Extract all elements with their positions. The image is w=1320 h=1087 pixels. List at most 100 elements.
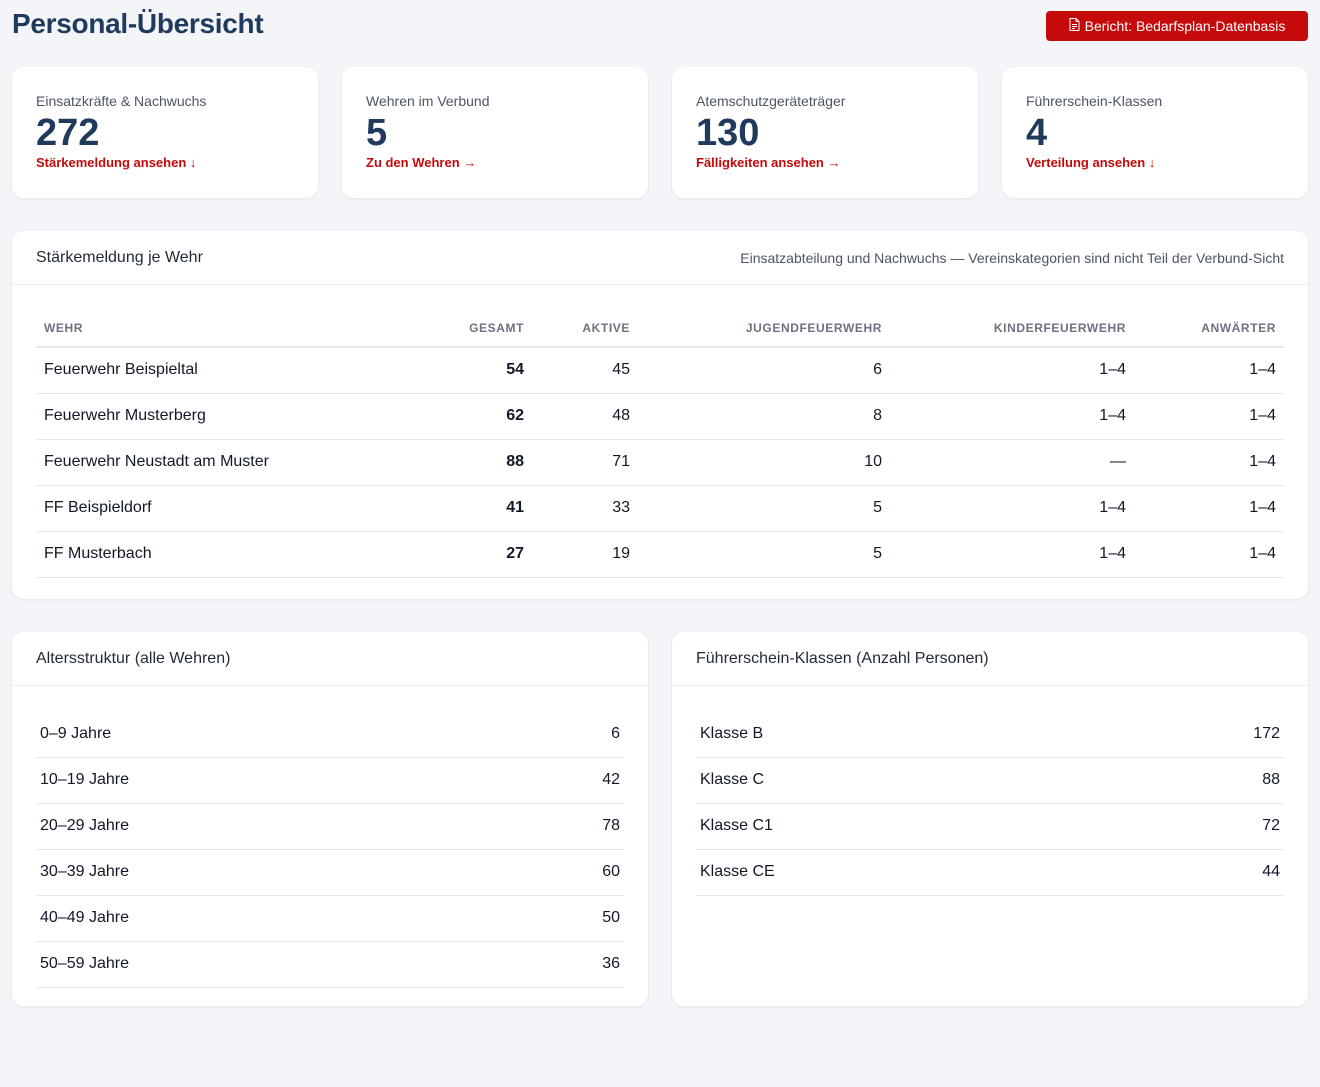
stat-card-personnel: Einsatzkräfte & Nachwuchs 272 Stärkemeld… — [12, 67, 318, 198]
column-header: Anwärter — [1134, 310, 1284, 348]
column-header: Wehr — [36, 310, 416, 348]
stat-label: Führerschein-Klassen — [1026, 93, 1163, 109]
cell-youth: 6 — [638, 347, 890, 394]
age-range: 20–29 Jahre — [36, 803, 501, 850]
license-table: Klasse B 172 Klasse C 88 Klasse C1 72 Kl… — [696, 711, 1284, 896]
strength-table: Wehr Gesamt Aktive Jugendfeuerwehr Kinde… — [36, 310, 1284, 578]
cell-candidates: 1–4 — [1134, 531, 1284, 578]
stat-label: Wehren im Verbund — [366, 93, 490, 109]
table-row: Klasse CE 44 — [696, 849, 1284, 896]
panel-header: Altersstruktur (alle Wehren) — [12, 632, 648, 686]
license-count: 72 — [1110, 803, 1284, 850]
cell-total: 88 — [416, 439, 532, 486]
cell-total: 62 — [416, 393, 532, 440]
table-row: 10–19 Jahre 42 — [36, 757, 624, 804]
stat-link-wehren[interactable]: Zu den Wehren → — [366, 155, 477, 170]
cell-wehr: Feuerwehr Musterberg — [36, 393, 416, 440]
table-row: Klasse B 172 — [696, 711, 1284, 758]
cell-children: 1–4 — [890, 393, 1134, 440]
cell-active: 48 — [532, 393, 638, 440]
stat-link-distribution[interactable]: Verteilung ansehen ↓ — [1026, 155, 1156, 170]
stat-label: Einsatzkräfte & Nachwuchs — [36, 93, 207, 109]
age-panel: Altersstruktur (alle Wehren) 0–9 Jahre 6… — [12, 632, 648, 1006]
cell-total: 54 — [416, 347, 532, 394]
stat-value: 272 — [36, 112, 100, 154]
cell-children: 1–4 — [890, 485, 1134, 532]
panel-title: Führerschein-Klassen (Anzahl Personen) — [696, 649, 989, 667]
age-range: 10–19 Jahre — [36, 757, 501, 804]
table-row: Feuerwehr Beispieltal 54 45 6 1–4 1–4 — [36, 347, 1284, 394]
document-icon — [1069, 18, 1080, 34]
cell-wehr: FF Musterbach — [36, 531, 416, 578]
stat-label: Atemschutzgeräteträger — [696, 93, 846, 109]
cell-children: 1–4 — [890, 347, 1134, 394]
age-count: 60 — [500, 849, 624, 896]
cell-candidates: 1–4 — [1134, 393, 1284, 440]
stat-value: 5 — [366, 112, 388, 154]
cell-total: 41 — [416, 485, 532, 532]
stat-card-licenses: Führerschein-Klassen 4 Verteilung ansehe… — [1002, 67, 1308, 198]
page-title: Personal-Übersicht — [12, 8, 264, 39]
table-header-row: Wehr Gesamt Aktive Jugendfeuerwehr Kinde… — [36, 310, 1284, 348]
age-range: 40–49 Jahre — [36, 895, 501, 942]
column-header: Kinderfeuerwehr — [890, 310, 1134, 348]
age-count: 42 — [500, 757, 624, 804]
stat-value: 130 — [696, 112, 760, 154]
table-row: 40–49 Jahre 50 — [36, 895, 624, 942]
table-row: Feuerwehr Neustadt am Muster 88 71 10 — … — [36, 439, 1284, 486]
stat-card-wehren: Wehren im Verbund 5 Zu den Wehren → — [342, 67, 648, 198]
column-header: Gesamt — [416, 310, 532, 348]
column-header: Jugendfeuerwehr — [638, 310, 890, 348]
stat-link-strength[interactable]: Stärkemeldung ansehen ↓ — [36, 155, 197, 170]
table-row: 30–39 Jahre 60 — [36, 849, 624, 896]
age-count: 50 — [500, 895, 624, 942]
age-count: 6 — [500, 711, 624, 758]
strength-panel: Stärkemeldung je Wehr Einsatzabteilung u… — [12, 231, 1308, 599]
report-button[interactable]: Bericht: Bedarfsplan-Datenbasis — [1046, 11, 1308, 41]
cell-youth: 5 — [638, 485, 890, 532]
table-row: Klasse C1 72 — [696, 803, 1284, 850]
age-count: 36 — [500, 941, 624, 988]
table-row: 20–29 Jahre 78 — [36, 803, 624, 850]
stat-value: 4 — [1026, 112, 1048, 154]
license-count: 172 — [1110, 711, 1284, 758]
cell-wehr: FF Beispieldorf — [36, 485, 416, 532]
table-row: Feuerwehr Musterberg 62 48 8 1–4 1–4 — [36, 393, 1284, 440]
age-table: 0–9 Jahre 6 10–19 Jahre 42 20–29 Jahre 7… — [36, 711, 624, 988]
panel-header: Stärkemeldung je Wehr Einsatzabteilung u… — [12, 231, 1308, 285]
cell-children: — — [890, 439, 1134, 486]
cell-youth: 8 — [638, 393, 890, 440]
license-panel: Führerschein-Klassen (Anzahl Personen) K… — [672, 632, 1308, 1006]
cell-total: 27 — [416, 531, 532, 578]
stat-link-due-dates[interactable]: Fälligkeiten ansehen → — [696, 155, 841, 170]
age-count: 78 — [500, 803, 624, 850]
cell-wehr: Feuerwehr Beispieltal — [36, 347, 416, 394]
license-class: Klasse C1 — [696, 803, 1111, 850]
age-range: 50–59 Jahre — [36, 941, 501, 988]
license-class: Klasse CE — [696, 849, 1111, 896]
license-class: Klasse B — [696, 711, 1111, 758]
age-range: 30–39 Jahre — [36, 849, 501, 896]
cell-candidates: 1–4 — [1134, 485, 1284, 532]
cell-wehr: Feuerwehr Neustadt am Muster — [36, 439, 416, 486]
panel-note: Einsatzabteilung und Nachwuchs — Vereins… — [740, 249, 1284, 266]
table-row: Klasse C 88 — [696, 757, 1284, 804]
table-row: 0–9 Jahre 6 — [36, 711, 624, 758]
cell-youth: 5 — [638, 531, 890, 578]
table-row: 50–59 Jahre 36 — [36, 941, 624, 988]
cell-active: 33 — [532, 485, 638, 532]
panel-title: Altersstruktur (alle Wehren) — [36, 649, 231, 667]
report-button-label: Bericht: Bedarfsplan-Datenbasis — [1084, 18, 1286, 34]
age-range: 0–9 Jahre — [36, 711, 501, 758]
panel-header: Führerschein-Klassen (Anzahl Personen) — [672, 632, 1308, 686]
table-row: FF Beispieldorf 41 33 5 1–4 1–4 — [36, 485, 1284, 532]
column-header: Aktive — [532, 310, 638, 348]
cell-candidates: 1–4 — [1134, 439, 1284, 486]
cell-children: 1–4 — [890, 531, 1134, 578]
license-count: 44 — [1110, 849, 1284, 896]
cell-candidates: 1–4 — [1134, 347, 1284, 394]
license-class: Klasse C — [696, 757, 1111, 804]
panel-title: Stärkemeldung je Wehr — [36, 248, 203, 266]
stat-card-breathing: Atemschutzgeräteträger 130 Fälligkeiten … — [672, 67, 978, 198]
license-count: 88 — [1110, 757, 1284, 804]
